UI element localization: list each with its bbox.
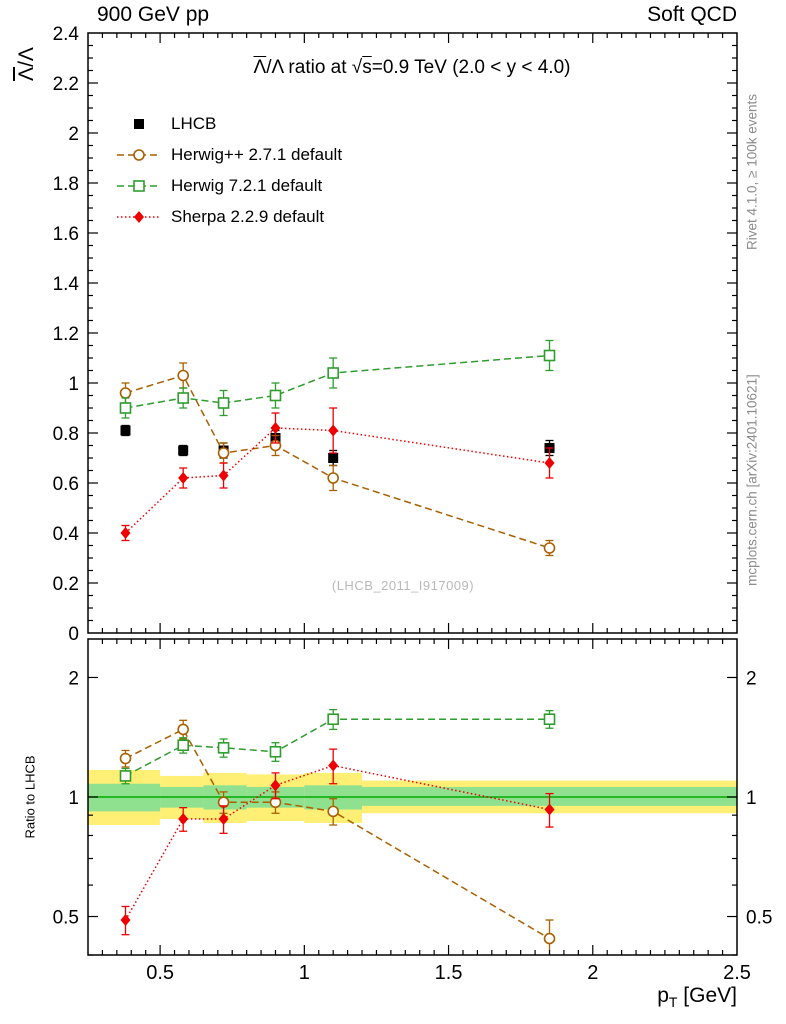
ylabel-lambdabar: Λ: [15, 66, 38, 81]
svg-text:0.5: 0.5: [146, 962, 174, 984]
legend-item-lhcb: LHCB: [116, 108, 342, 139]
svg-text:1.4: 1.4: [53, 274, 80, 295]
title-rest: =0.9 TeV (2.0 < y < 4.0): [371, 57, 571, 78]
xlabel-unit: [GeV]: [677, 984, 737, 1007]
svg-text:1: 1: [299, 962, 310, 984]
header-process-group: Soft QCD: [647, 3, 737, 26]
svg-text:0.4: 0.4: [53, 524, 80, 545]
axis-tick-labels: 0 0.2 0.4 0.6 0.8 1 1.2 1.4 1.6 1.8 2 2.2 2.4 0.5 0.5 1…: [53, 24, 773, 984]
series-herwig7: [119, 708, 556, 785]
svg-text:0.2: 0.2: [53, 574, 79, 595]
rivet-version-note: Rivet 4.1.0, ≥ 100k events: [744, 94, 760, 250]
title-mid: /Λ ratio at √: [266, 57, 363, 78]
ylabel-lambda: /Λ: [15, 47, 38, 67]
herwigpp-marker-icon: [117, 148, 161, 161]
herwig7-marker-icon: [117, 179, 161, 192]
svg-text:2.4: 2.4: [53, 24, 80, 45]
xlabel-p: p: [657, 984, 669, 1007]
legend-label-lhcb: LHCB: [171, 113, 217, 133]
svg-text:2.2: 2.2: [53, 74, 79, 95]
legend-label-herwig7: Herwig 7.2.1 default: [171, 175, 323, 195]
svg-text:0.5: 0.5: [746, 908, 772, 929]
svg-text:2.5: 2.5: [723, 962, 751, 984]
header-beam-energy: 900 GeV pp: [97, 3, 210, 26]
svg-text:1.6: 1.6: [53, 224, 79, 245]
lhcb-marker-icon: [134, 118, 144, 129]
title-sqrt-s: s: [362, 57, 372, 78]
legend-item-herwig7: Herwig 7.2.1 default: [116, 170, 342, 201]
xlabel-sub-t: T: [668, 994, 678, 1010]
y-axis-label-main: Λ/Λ: [15, 47, 39, 81]
legend: LHCB Herwig++ 2.7.1 default Herwig 7.2.1 d…: [116, 108, 342, 232]
legend-item-sherpa: Sherpa 2.2.9 default: [116, 201, 342, 232]
svg-text:1.2: 1.2: [53, 324, 79, 345]
svg-text:1: 1: [68, 374, 79, 395]
svg-text:2: 2: [68, 124, 79, 145]
title-lambdabar: Λ: [253, 57, 267, 78]
y-axis-label-ratio: Ratio to LHCB: [22, 755, 38, 839]
legend-item-herwigpp: Herwig++ 2.7.1 default: [116, 139, 342, 170]
svg-text:0.8: 0.8: [53, 424, 79, 445]
x-axis-label: pT [GeV]: [657, 984, 737, 1010]
sherpa-marker-icon: [117, 210, 161, 223]
plot-title: Λ/Λ ratio at √s=0.9 TeV (2.0 < y < 4.0): [254, 57, 571, 79]
svg-text:1: 1: [68, 788, 79, 809]
series-sherpa: [120, 407, 555, 542]
svg-text:1.5: 1.5: [435, 962, 463, 984]
svg-text:2: 2: [746, 668, 757, 689]
series-herwigpp: [119, 719, 556, 955]
legend-label-herwigpp: Herwig++ 2.7.1 default: [171, 144, 343, 164]
axis-ticks: [88, 33, 737, 956]
svg-text:2: 2: [587, 962, 598, 984]
mcplots-arxiv-note: mcplots.cern.ch [arXiv:2401.10621]: [744, 374, 760, 586]
analysis-watermark: (LHCB_2011_I917009): [331, 578, 475, 593]
svg-text:2: 2: [68, 668, 79, 689]
svg-text:0: 0: [68, 624, 79, 645]
series-sherpa: [120, 748, 555, 936]
svg-text:0.6: 0.6: [53, 474, 79, 495]
series-herwig7: [119, 339, 556, 419]
svg-text:1.8: 1.8: [53, 174, 79, 195]
legend-label-sherpa: Sherpa 2.2.9 default: [171, 206, 325, 226]
svg-text:0.5: 0.5: [53, 908, 79, 929]
svg-text:1: 1: [746, 788, 757, 809]
